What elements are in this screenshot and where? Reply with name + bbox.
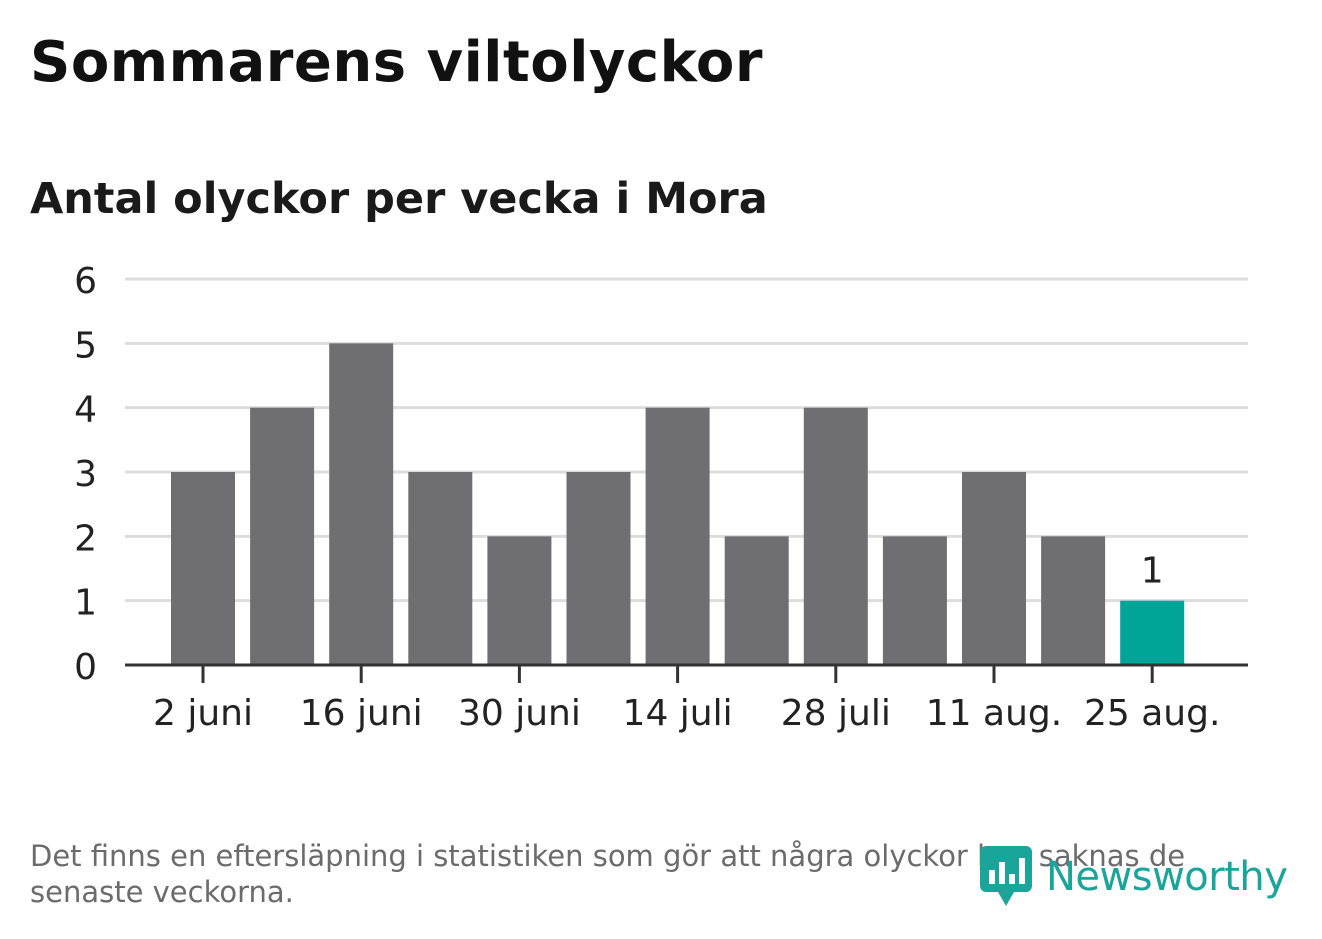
data-label-highlight: 1 [1141,551,1164,592]
x-tick-label: 25 aug. [1084,693,1220,734]
y-tick-label: 2 [74,518,97,559]
x-tick-label: 14 juli [623,693,733,734]
bar [882,536,947,665]
bar [1120,600,1185,665]
bar [329,343,394,665]
bar [171,472,235,665]
bar [724,536,789,665]
chart-title: Sommarens viltolyckor [30,30,763,95]
bar [250,407,315,665]
bar [962,472,1026,665]
data-labels: 1 [1141,551,1164,592]
chart-subtitle: Antal olyckor per vecka i Mora [30,174,768,224]
x-tick-label: 28 juli [781,693,891,734]
x-axis-ticks: 2 juni 16 juni 30 juni 14 juli 28 juli 11 aug… [153,665,1220,734]
y-tick-label: 3 [74,454,97,495]
y-tick-label: 4 [74,390,97,431]
bar [487,536,552,665]
x-tick-label: 2 juni [153,693,253,734]
y-axis-ticks: 0 1 2 3 4 5 6 [74,261,97,688]
bar [566,472,631,665]
y-tick-label: 1 [74,583,97,624]
brand-name: Newsworthy [1046,854,1288,900]
y-tick-label: 5 [74,325,97,366]
bar [803,407,868,665]
y-tick-label: 6 [74,261,97,302]
bar-chart: 0 1 2 3 4 5 6 2 juni 16 juni 30 juni 14 juli 28 ju… [74,261,1248,734]
bars [171,343,1185,665]
x-tick-label: 11 aug. [926,693,1062,734]
newsworthy-logo-icon [980,846,1032,906]
bar [645,407,710,665]
x-tick-label: 30 juni [458,693,581,734]
brand-logo: Newsworthy [980,846,1288,908]
y-tick-label: 0 [74,647,97,688]
bar [408,472,473,665]
x-tick-label: 16 juni [300,693,423,734]
bar [1041,536,1106,665]
